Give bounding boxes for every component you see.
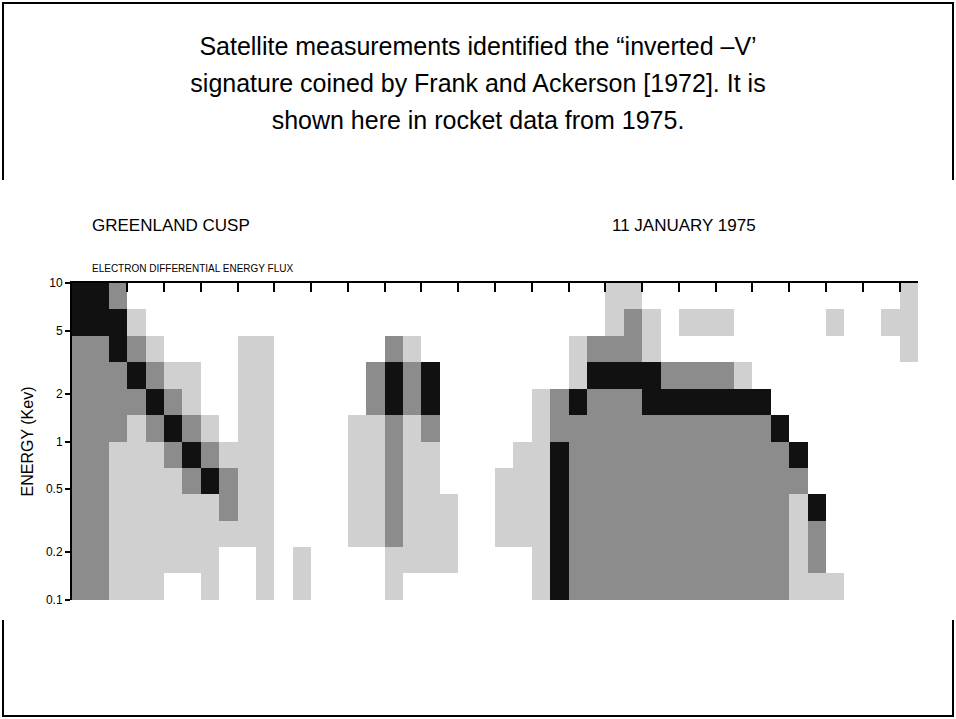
svg-text:10: 10 xyxy=(49,276,63,290)
svg-text:0.5: 0.5 xyxy=(46,482,63,496)
svg-text:0.2: 0.2 xyxy=(46,545,63,559)
svg-text:ENERGY (Kev): ENERGY (Kev) xyxy=(19,387,36,497)
svg-text:1: 1 xyxy=(56,435,63,449)
svg-text:GREENLAND CUSP: GREENLAND CUSP xyxy=(92,216,250,235)
svg-text:0.1: 0.1 xyxy=(46,593,63,607)
svg-text:11 JANUARY 1975: 11 JANUARY 1975 xyxy=(612,216,756,235)
html-text:Satellite measurements identif: Satellite measurements identified the “i… xyxy=(199,32,757,60)
html-text:shown here in rocket data from: shown here in rocket data from 1975. xyxy=(271,106,685,134)
svg-text:2: 2 xyxy=(56,387,63,401)
svg-text:ELECTRON DIFFERENTIAL ENERGY F: ELECTRON DIFFERENTIAL ENERGY FLUX xyxy=(92,263,293,274)
html-text:signature coined by Frank and: signature coined by Frank and Ackerson [… xyxy=(190,69,766,97)
svg-text:5: 5 xyxy=(56,324,63,338)
